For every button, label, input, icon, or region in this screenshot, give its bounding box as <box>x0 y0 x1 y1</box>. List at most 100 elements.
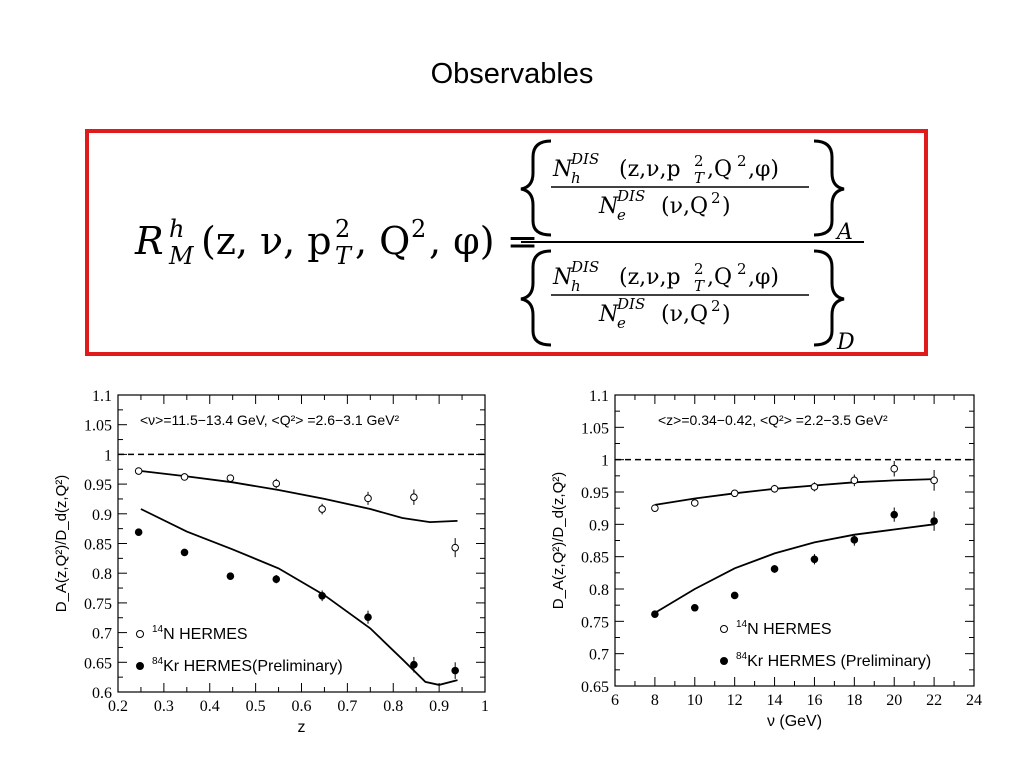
formula-lhs-args-sub: T <box>335 242 353 270</box>
y-tick-label: 1 <box>104 447 112 464</box>
y-tick-label: 1.05 <box>581 420 609 437</box>
data-point-kr <box>226 572 235 580</box>
lower-num-args-sup: 2 <box>694 260 704 278</box>
legend-label-text: Kr HERMES (Preliminary) <box>747 653 931 670</box>
legend-label-text: N HERMES <box>747 621 831 638</box>
y-tick-label: 1 <box>601 453 609 470</box>
legend-isotope-sup: 84 <box>736 651 748 662</box>
x-tick-label: 1 <box>481 698 489 715</box>
subscript-a: A <box>835 220 853 245</box>
x-tick-label: 0.4 <box>200 698 220 715</box>
y-tick-label: 0.65 <box>84 655 112 672</box>
x-tick-label: 0.8 <box>383 698 403 715</box>
upper-right-brace <box>813 139 845 237</box>
data-point-n <box>226 474 235 482</box>
data-point-kr <box>651 610 659 619</box>
slide-title: Observables <box>430 58 594 90</box>
chart-annotation: <z>=0.34−0.42, <Q²> =2.2−3.5 GeV² <box>658 412 888 428</box>
legend-isotope-sup: 14 <box>152 624 164 635</box>
upper-num-args-sup: 2 <box>694 152 704 170</box>
x-axis-label: z <box>298 719 306 736</box>
legend-label-text: N HERMES <box>163 626 247 643</box>
upper-num-n: N <box>552 157 573 182</box>
data-point-n <box>134 467 143 475</box>
plot-frame <box>117 394 486 693</box>
model-curve-2 <box>140 508 458 686</box>
lower-num-args-sub: T <box>694 277 705 295</box>
x-tick-label: 0.6 <box>292 698 312 715</box>
legend-isotope-sup: 14 <box>736 619 748 630</box>
formula-lhs-q-sup: 2 <box>411 215 426 243</box>
data-point-kr <box>850 536 859 544</box>
upper-den-end: ) <box>722 194 731 219</box>
data-point-n <box>850 476 859 485</box>
data-point-kr <box>730 591 739 600</box>
upper-num-final: ,φ) <box>748 157 779 182</box>
y-tick-label: 1.1 <box>589 388 609 405</box>
formula-lhs-sub: M <box>168 242 195 270</box>
lower-den-end: ) <box>722 302 731 327</box>
data-point-kr <box>318 591 326 600</box>
x-tick-label: 10 <box>687 692 703 709</box>
legend-label: 84Kr HERMES(Preliminary) <box>152 656 343 675</box>
upper-den-q-sup: 2 <box>711 189 721 207</box>
upper-num-sub: h <box>571 169 581 187</box>
data-point-kr <box>930 517 938 525</box>
data-point-kr <box>410 660 418 669</box>
x-tick-label: 0.2 <box>108 698 128 715</box>
y-tick-label: 0.8 <box>92 566 112 583</box>
y-tick-label: 0.6 <box>92 685 112 702</box>
upper-den-args: (ν,Q <box>661 194 708 219</box>
upper-den-n: N <box>598 194 619 219</box>
x-axis-label: ν (GeV) <box>767 713 822 730</box>
y-tick-label: 0.95 <box>581 485 609 502</box>
y-tick-label: 0.8 <box>589 582 609 599</box>
legend-label: 84Kr HERMES (Preliminary) <box>736 651 931 670</box>
data-point-n <box>451 543 459 552</box>
data-point-n <box>410 493 418 501</box>
formula: R h M (z, ν, p T 2 , Q 2 , φ) = N DIS h … <box>134 139 864 353</box>
data-point-n <box>730 489 739 498</box>
upper-num-sup: DIS <box>570 150 599 168</box>
x-tick-label: 8 <box>651 692 659 709</box>
upper-num-args: (z,ν,p <box>619 157 681 182</box>
data-point-n <box>272 479 281 488</box>
y-tick-label: 0.95 <box>84 477 112 494</box>
legend-marker <box>136 662 144 670</box>
formula-lhs-sup: h <box>169 215 184 243</box>
lower-den-sup: DIS <box>616 295 645 313</box>
lower-num-n: N <box>552 265 573 290</box>
legend-marker <box>720 625 728 633</box>
formula-lhs-args-rest: , Q <box>355 219 410 263</box>
model-curve-2 <box>654 523 935 614</box>
data-point-kr <box>890 510 899 519</box>
data-point-kr <box>272 575 281 583</box>
y-tick-label: 0.9 <box>589 517 609 534</box>
y-tick-label: 0.7 <box>92 626 112 643</box>
y-tick-label: 0.65 <box>581 679 609 696</box>
legend-isotope-sup: 84 <box>152 656 164 667</box>
data-point-kr <box>451 666 459 675</box>
y-tick-label: 0.9 <box>92 507 112 524</box>
data-point-kr <box>180 548 189 557</box>
legend-label: 14N HERMES <box>736 619 832 638</box>
data-point-kr <box>364 613 372 621</box>
lower-left-brace <box>520 249 552 347</box>
plot-frame <box>614 394 975 687</box>
data-point-n <box>770 484 779 493</box>
x-tick-label: 0.7 <box>337 698 357 715</box>
y-tick-label: 0.75 <box>581 614 609 631</box>
x-tick-label: 0.9 <box>429 698 449 715</box>
data-point-n <box>890 464 899 473</box>
y-tick-label: 0.85 <box>581 550 609 567</box>
data-point-kr <box>770 565 779 573</box>
data-point-kr <box>690 603 699 612</box>
data-point-n <box>930 476 938 485</box>
formula-lhs-symbol: R <box>134 219 164 263</box>
lower-den-n: N <box>598 302 619 327</box>
data-point-n <box>690 499 699 507</box>
lower-num-q-sup: 2 <box>737 260 747 278</box>
data-point-kr <box>810 555 819 564</box>
lower-right-brace <box>813 249 845 347</box>
